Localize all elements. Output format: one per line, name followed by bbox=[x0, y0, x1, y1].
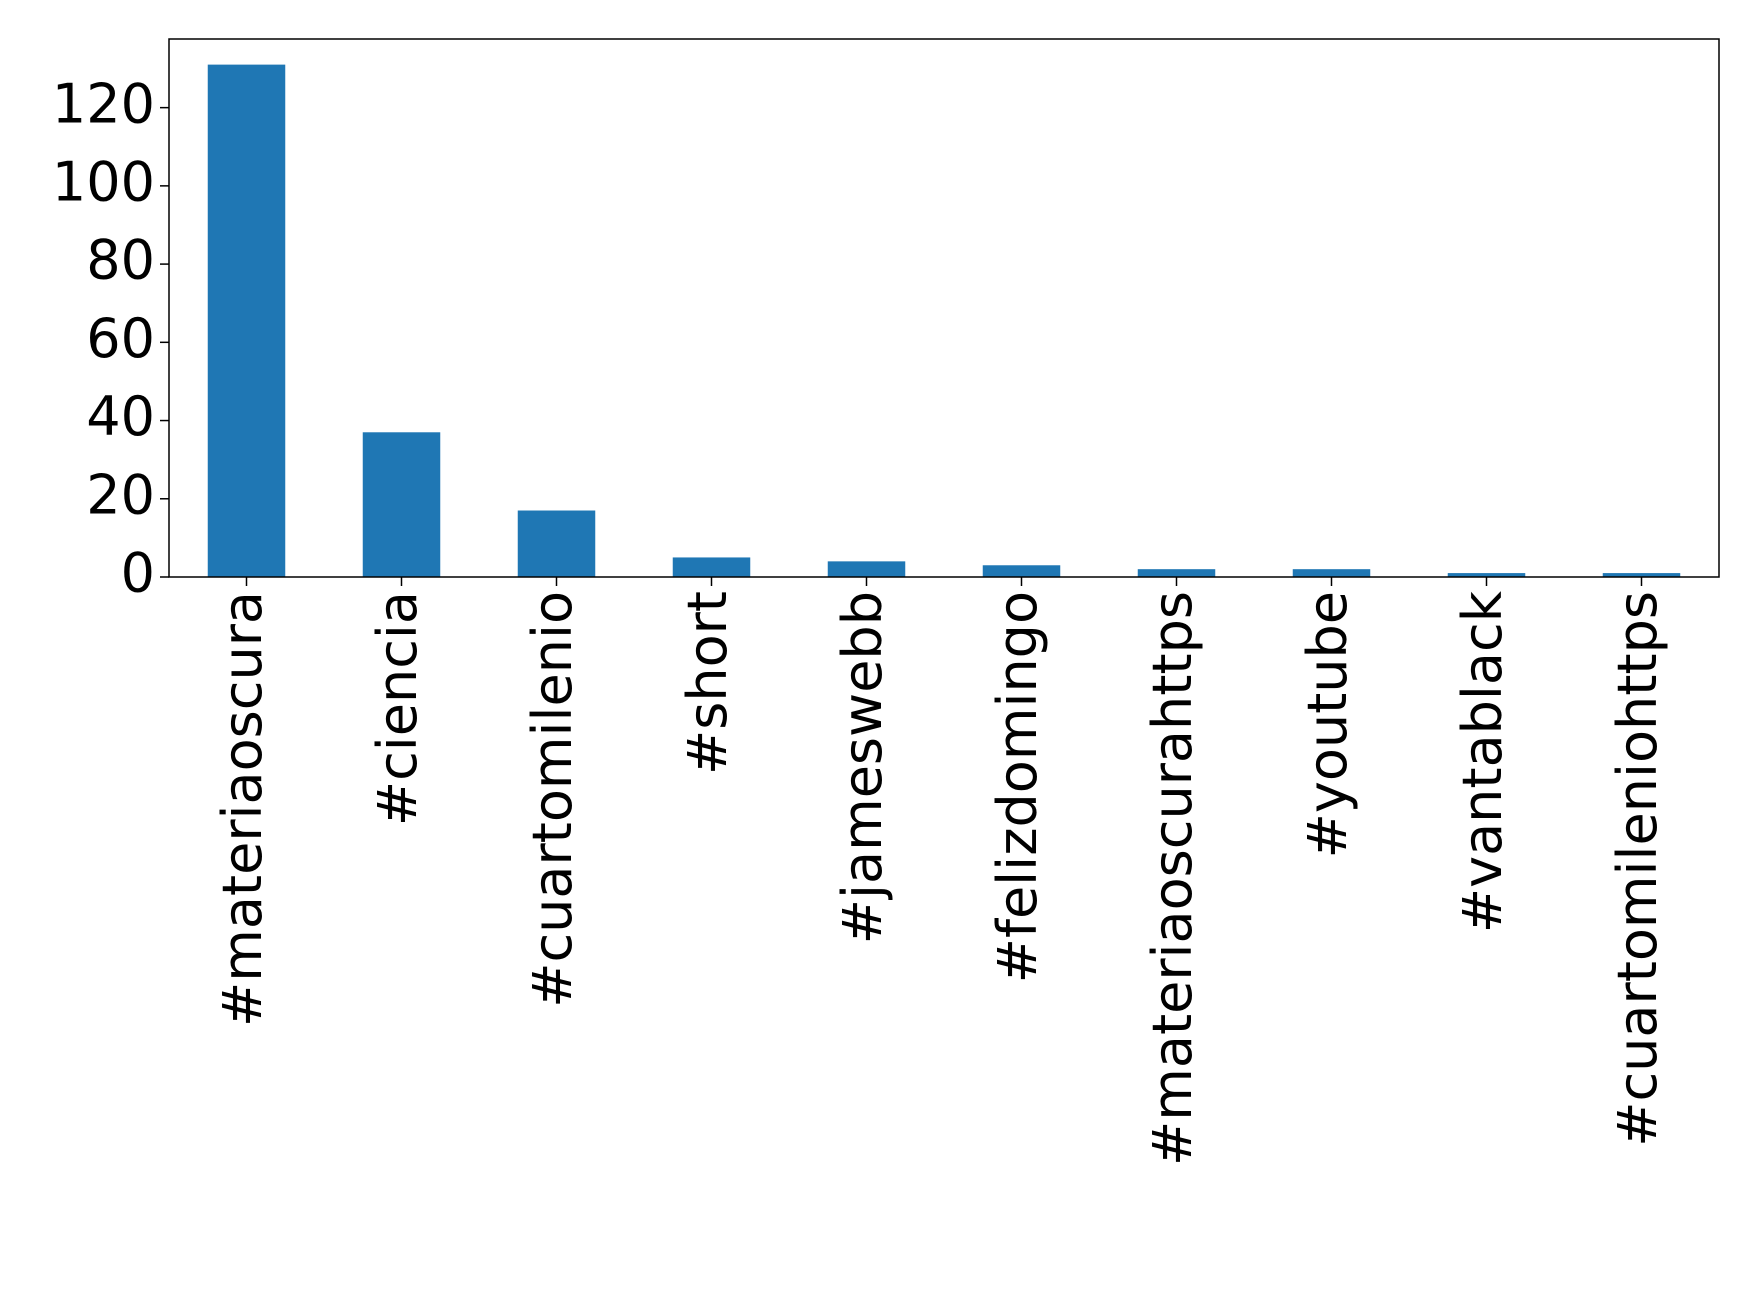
bar bbox=[827, 561, 906, 577]
x-tick-label: #youtube bbox=[1296, 591, 1359, 858]
x-tick-label: #jameswebb bbox=[831, 591, 894, 944]
x-tick-label: #ciencia bbox=[366, 591, 429, 826]
y-tick-label: 0 bbox=[121, 542, 155, 605]
bar bbox=[207, 64, 286, 578]
x-tick-label: #materiaoscurahttps bbox=[1141, 591, 1204, 1166]
y-tick-label: 60 bbox=[86, 307, 155, 370]
x-tick-label: #vantablack bbox=[1451, 590, 1514, 933]
y-tick-label: 20 bbox=[86, 463, 155, 526]
y-tick-label: 40 bbox=[86, 385, 155, 448]
bar bbox=[982, 565, 1061, 577]
x-tick-label: #felizdomingo bbox=[986, 591, 1049, 983]
y-tick-label: 120 bbox=[52, 72, 155, 135]
bar bbox=[1602, 573, 1681, 577]
bar bbox=[362, 432, 441, 577]
bar bbox=[672, 557, 751, 577]
bar bbox=[1447, 573, 1526, 577]
bar bbox=[1137, 569, 1216, 577]
y-tick-label: 100 bbox=[52, 151, 155, 214]
bar bbox=[517, 510, 596, 577]
bar bbox=[1292, 569, 1371, 577]
x-tick-label: #short bbox=[676, 591, 739, 775]
x-tick-label: #cuartomilenio bbox=[521, 591, 584, 1008]
x-tick-label: #materiaoscura bbox=[211, 591, 274, 1027]
y-tick-label: 80 bbox=[86, 229, 155, 292]
plot-frame bbox=[168, 38, 1720, 578]
x-tick-label: #cuartomileniohttps bbox=[1606, 591, 1669, 1147]
